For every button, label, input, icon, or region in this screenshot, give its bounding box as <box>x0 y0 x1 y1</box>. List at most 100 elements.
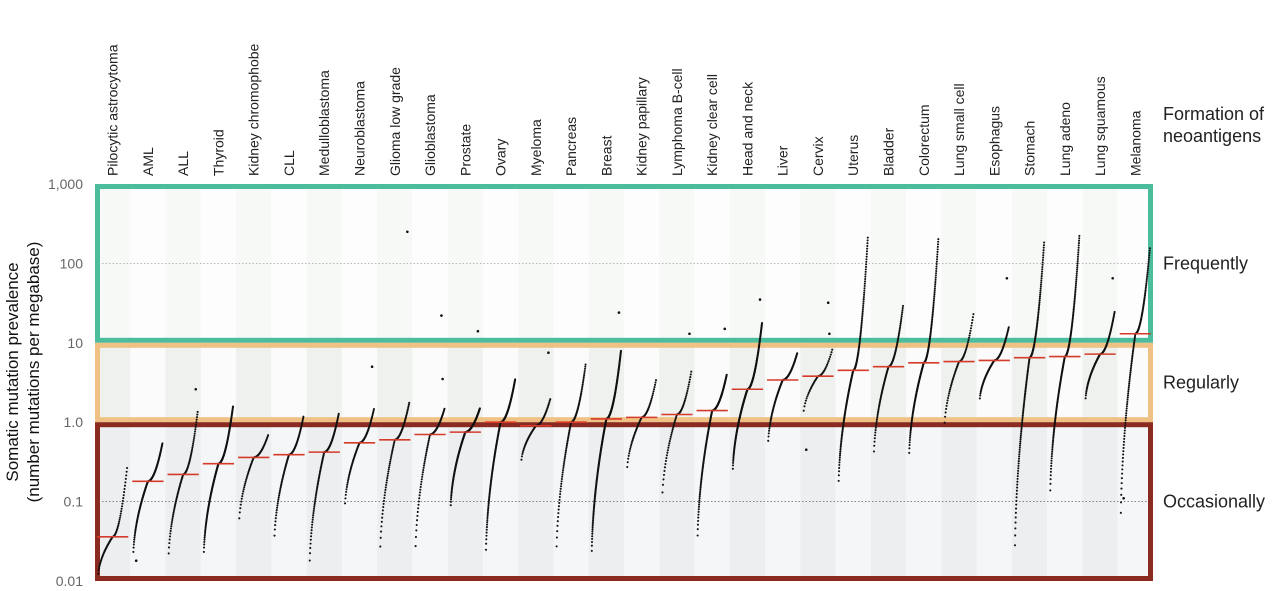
point-aml <box>133 538 136 541</box>
point-melanoma <box>1132 342 1136 345</box>
point-stomach <box>1018 448 1021 451</box>
point-thyroid <box>203 536 206 539</box>
point-breast <box>591 528 594 531</box>
point-melanoma <box>1125 412 1128 415</box>
point-melanoma <box>1127 392 1130 395</box>
point-medulloblastoma <box>310 535 313 538</box>
point-lung-adeno <box>1050 457 1053 460</box>
point-kidney-clear-cell <box>699 486 702 489</box>
point-glioblastoma <box>420 480 423 483</box>
point-cervix <box>831 348 834 351</box>
point-pancreas <box>555 536 558 539</box>
point-lung-adeno <box>1074 288 1077 291</box>
point-all <box>196 413 199 416</box>
point-lung-adeno <box>1050 467 1053 470</box>
point-breast <box>592 517 595 520</box>
point-pancreas <box>566 439 569 442</box>
point-kidney-papillary <box>654 383 657 386</box>
point-lung-adeno <box>1074 290 1077 293</box>
point-glioma-low-grade <box>384 488 387 492</box>
point-melanoma <box>1144 287 1147 290</box>
point-stomach <box>1014 527 1017 530</box>
point-glioma-low-grade <box>379 536 382 539</box>
point-pancreas <box>565 444 568 447</box>
point-pancreas <box>565 446 568 449</box>
point-lung-adeno <box>1074 291 1077 294</box>
point-colorectum <box>932 306 935 309</box>
point-stomach <box>1037 306 1040 309</box>
point-head-and-neck <box>732 461 735 464</box>
point-liver <box>768 429 771 432</box>
point-bladder <box>898 331 901 334</box>
point-myeloma <box>520 455 523 458</box>
point-stomach <box>1036 319 1039 322</box>
point-lung-adeno <box>1074 284 1077 287</box>
point-stomach <box>1043 241 1046 244</box>
point-melanoma <box>1125 409 1128 412</box>
category-label-medulloblastoma: Medulloblastoma <box>316 70 332 176</box>
point-melanoma <box>1130 359 1133 362</box>
point-bladder <box>900 313 903 316</box>
point-bladder <box>900 318 903 321</box>
point-colorectum <box>934 285 937 288</box>
point-colorectum <box>931 310 934 313</box>
point-melanoma <box>1132 349 1135 352</box>
point-stomach <box>1023 398 1026 401</box>
point-lung-adeno <box>1072 310 1075 313</box>
point-uterus <box>865 255 868 258</box>
point-pilocytic-astrocytoma <box>116 525 119 528</box>
point-kidney-clear-cell <box>697 508 700 511</box>
point-pilocytic-astrocytoma <box>98 565 101 568</box>
category-label-kidney-chromophobe: Kidney chromophobe <box>246 43 262 176</box>
point-stomach <box>1019 442 1022 445</box>
point-lung-adeno <box>1049 474 1052 477</box>
point-medulloblastoma <box>316 486 319 489</box>
point-lymphoma-b-cell <box>670 431 673 434</box>
point-melanoma <box>1148 254 1151 257</box>
point-melanoma <box>1133 336 1136 339</box>
point-stomach <box>1040 272 1043 275</box>
point-cervix <box>802 409 805 412</box>
point-lung-adeno <box>1052 431 1055 434</box>
category-label-lymphoma-b-cell: Lymphoma B-cell <box>669 68 685 176</box>
point-myeloma <box>521 451 524 454</box>
point-stomach <box>1017 467 1020 470</box>
point-stomach <box>1021 416 1024 419</box>
point-neuroblastoma <box>344 502 347 505</box>
category-label-kidney-papillary: Kidney papillary <box>634 77 650 176</box>
point-lung-adeno <box>1073 295 1076 298</box>
point-kidney-papillary <box>629 445 632 449</box>
point-pancreas <box>567 432 570 435</box>
point-all <box>168 542 171 545</box>
outlier-all <box>194 387 198 391</box>
point-all <box>171 518 174 522</box>
point-bladder <box>901 304 905 308</box>
point-all <box>191 448 194 451</box>
point-pilocytic-astrocytoma <box>121 499 124 502</box>
point-uterus <box>861 310 864 313</box>
point-stomach <box>1037 308 1040 311</box>
point-bladder <box>875 420 878 423</box>
point-lymphoma-b-cell <box>664 462 667 466</box>
point-uterus <box>840 441 843 445</box>
point-lymphoma-b-cell <box>675 415 678 418</box>
point-colorectum <box>931 311 934 314</box>
point-lung-adeno <box>1076 255 1080 258</box>
point-stomach <box>1017 457 1021 460</box>
point-pancreas <box>558 495 561 499</box>
point-stomach <box>1018 444 1022 447</box>
point-melanoma <box>1144 289 1147 292</box>
point-lymphoma-b-cell <box>669 437 672 440</box>
point-pancreas <box>560 477 563 481</box>
point-bladder <box>901 307 904 310</box>
point-bladder <box>901 311 904 314</box>
point-kidney-papillary <box>626 461 629 464</box>
point-glioma-low-grade <box>385 483 388 487</box>
point-lymphoma-b-cell <box>668 439 671 443</box>
point-stomach <box>1039 283 1043 286</box>
point-melanoma <box>1132 347 1135 350</box>
point-uterus <box>838 454 842 457</box>
point-pancreas <box>581 383 584 386</box>
point-glioma-low-grade <box>381 509 384 512</box>
point-lung-adeno <box>1075 274 1078 277</box>
